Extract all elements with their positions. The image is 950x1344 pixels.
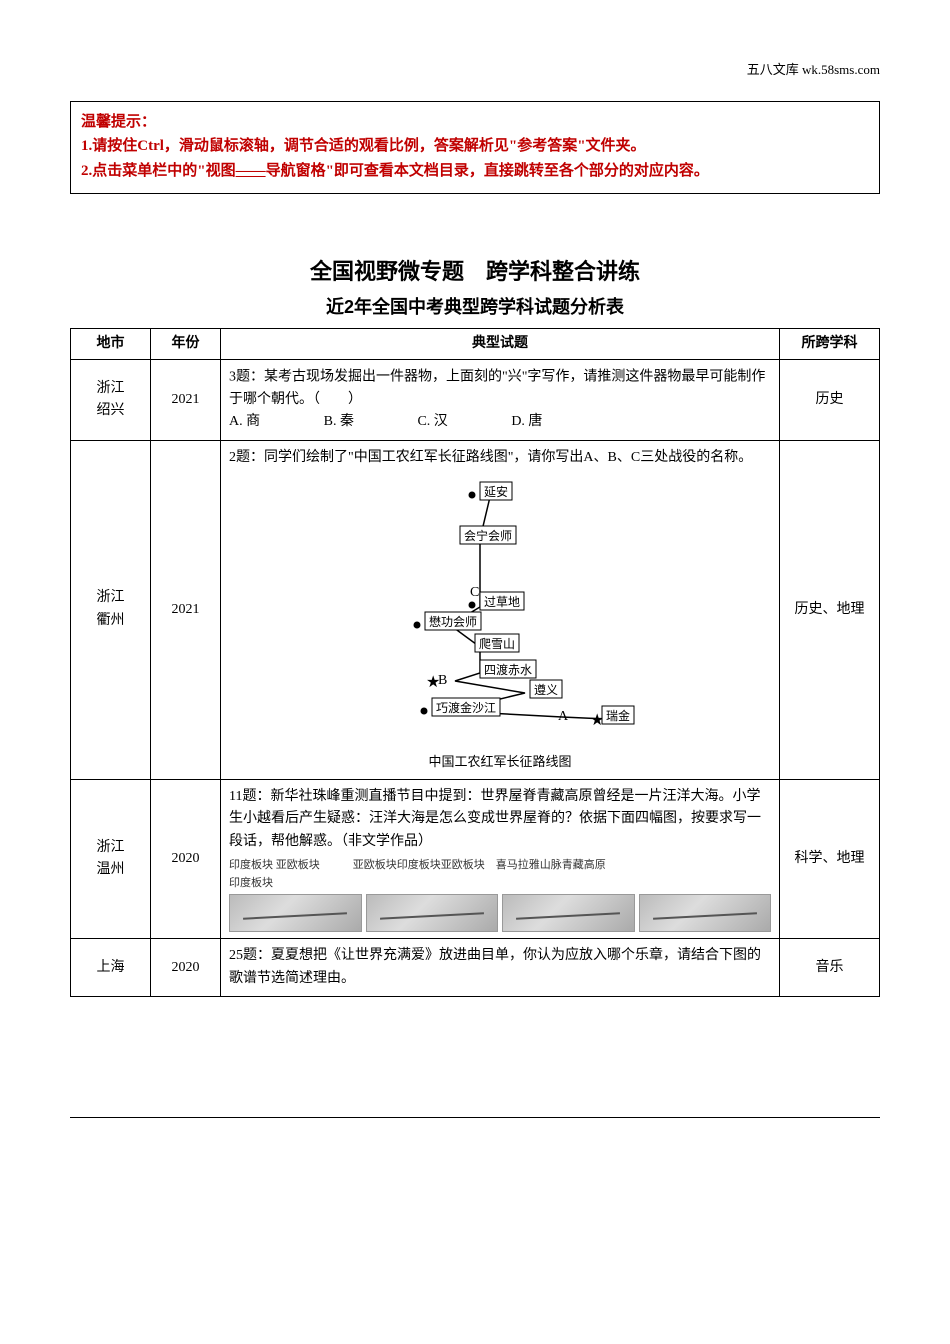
opt-a: A. 商 (229, 411, 260, 433)
table-row: 浙江 绍兴 2021 3题：某考古现场发掘出一件器物，上面刻的"兴"字写作𢍭，请… (71, 360, 880, 441)
svg-text:懋功会师: 懋功会师 (429, 614, 477, 629)
cell-city: 浙江 温州 (71, 779, 151, 938)
q1-text: 2题：同学们绘制了"中国工农红军长征路线图"，请你写出A、B、C三处战役的名称。 (229, 447, 771, 469)
tip-line-2: 2.点击菜单栏中的"视图——导航窗格"即可查看本文档目录，直接跳转至各个部分的对… (81, 159, 869, 185)
plate-diagrams (229, 894, 771, 932)
opt-b: B. 秦 (324, 411, 354, 433)
tip-line-1: 1.请按住Ctrl，滑动鼠标滚轴，调节合适的观看比例，答案解析见"参考答案"文件… (81, 134, 869, 160)
cell-city: 浙江 衢州 (71, 440, 151, 779)
site-header: 五八文库 wk.58sms.com (70, 60, 880, 81)
plate-diagram-2 (366, 894, 499, 932)
plate-diagram-3 (502, 894, 635, 932)
table-row: 浙江 温州 2020 11题：新华社珠峰重测直播节目中提到：世界屋脊青藏高原曾经… (71, 779, 880, 938)
tip-box: 温馨提示： 1.请按住Ctrl，滑动鼠标滚轴，调节合适的观看比例，答案解析见"参… (70, 101, 880, 194)
cell-question: 2题：同学们绘制了"中国工农红军长征路线图"，请你写出A、B、C三处战役的名称。… (221, 440, 780, 779)
cell-city: 上海 (71, 939, 151, 997)
tip-line-2-post: 导航窗格"即可查看本文档目录，直接跳转至各个部分的对应内容。 (266, 163, 709, 179)
table-header-row: 地市 年份 典型试题 所跨学科 (71, 328, 880, 359)
th-year: 年份 (151, 328, 221, 359)
svg-text:A: A (558, 709, 569, 724)
q0-prefix: 3题：某考古现场发掘出一件器物，上面刻的"兴"字写作 (229, 370, 569, 385)
cell-year: 2020 (151, 939, 221, 997)
long-march-map: 延安会宁会师C过草地懋功会师爬雪山四渡赤水★B遵义巧渡金沙江A★瑞金 (330, 475, 670, 750)
cell-city: 浙江 绍兴 (71, 360, 151, 441)
cell-year: 2021 (151, 360, 221, 441)
svg-text:过草地: 过草地 (484, 595, 520, 609)
table-row: 浙江 衢州 2021 2题：同学们绘制了"中国工农红军长征路线图"，请你写出A、… (71, 440, 880, 779)
q0-options: A. 商 B. 秦 C. 汉 D. 唐 (229, 411, 771, 433)
sub-title: 近2年全国中考典型跨学科试题分析表 (70, 293, 880, 322)
svg-text:遵义: 遵义 (534, 682, 558, 697)
cell-subject: 历史 (780, 360, 880, 441)
cell-year: 2020 (151, 779, 221, 938)
cell-subject: 历史、地理 (780, 440, 880, 779)
svg-text:四渡赤水: 四渡赤水 (484, 662, 532, 677)
cell-question: 3题：某考古现场发掘出一件器物，上面刻的"兴"字写作𢍭，请推测这件器物最早可能制… (221, 360, 780, 441)
plate-labels: 印度板块 亚欧板块 亚欧板块印度板块亚欧板块 喜马拉雅山脉青藏高原 (229, 857, 771, 875)
th-subject: 所跨学科 (780, 328, 880, 359)
cell-year: 2021 (151, 440, 221, 779)
svg-text:爬雪山: 爬雪山 (479, 637, 515, 651)
opt-d: D. 唐 (511, 411, 542, 433)
svg-text:C: C (470, 585, 479, 600)
cell-subject: 科学、地理 (780, 779, 880, 938)
svg-text:瑞金: 瑞金 (606, 708, 630, 723)
svg-text:B: B (438, 673, 447, 688)
tip-line-2-pre: 2.点击菜单栏中的"视图 (81, 163, 236, 179)
svg-text:巧渡金沙江: 巧渡金沙江 (436, 700, 496, 715)
tip-title: 温馨提示： (81, 110, 869, 134)
main-title: 全国视野微专题 跨学科整合讲练 (70, 254, 880, 289)
cell-question: 25题：夏夏想把《让世界充满爱》放进曲目单，你认为应放入哪个乐章，请结合下图的歌… (221, 939, 780, 997)
th-city: 地市 (71, 328, 151, 359)
table-row: 上海 2020 25题：夏夏想把《让世界充满爱》放进曲目单，你认为应放入哪个乐章… (71, 939, 880, 997)
q3-text: 25题：夏夏想把《让世界充满爱》放进曲目单，你认为应放入哪个乐章，请结合下图的歌… (229, 945, 771, 990)
plate-diagram-1 (229, 894, 362, 932)
footer-divider (70, 1117, 880, 1118)
svg-text:延安: 延安 (484, 484, 508, 499)
th-question: 典型试题 (221, 328, 780, 359)
cell-subject: 音乐 (780, 939, 880, 997)
map-caption: 中国工农红军长征路线图 (229, 752, 771, 773)
svg-text:会宁会师: 会宁会师 (464, 528, 512, 543)
tip-line-2-dash: —— (236, 163, 266, 179)
cell-question: 11题：新华社珠峰重测直播节目中提到：世界屋脊青藏高原曾经是一片汪洋大海。小学生… (221, 779, 780, 938)
opt-c: C. 汉 (417, 411, 447, 433)
plate-diagram-4 (639, 894, 772, 932)
q2-text: 11题：新华社珠峰重测直播节目中提到：世界屋脊青藏高原曾经是一片汪洋大海。小学生… (229, 786, 771, 853)
plate-labels-2: 印度板块 (229, 875, 771, 893)
analysis-table: 地市 年份 典型试题 所跨学科 浙江 绍兴 2021 3题：某考古现场发掘出一件… (70, 328, 880, 997)
